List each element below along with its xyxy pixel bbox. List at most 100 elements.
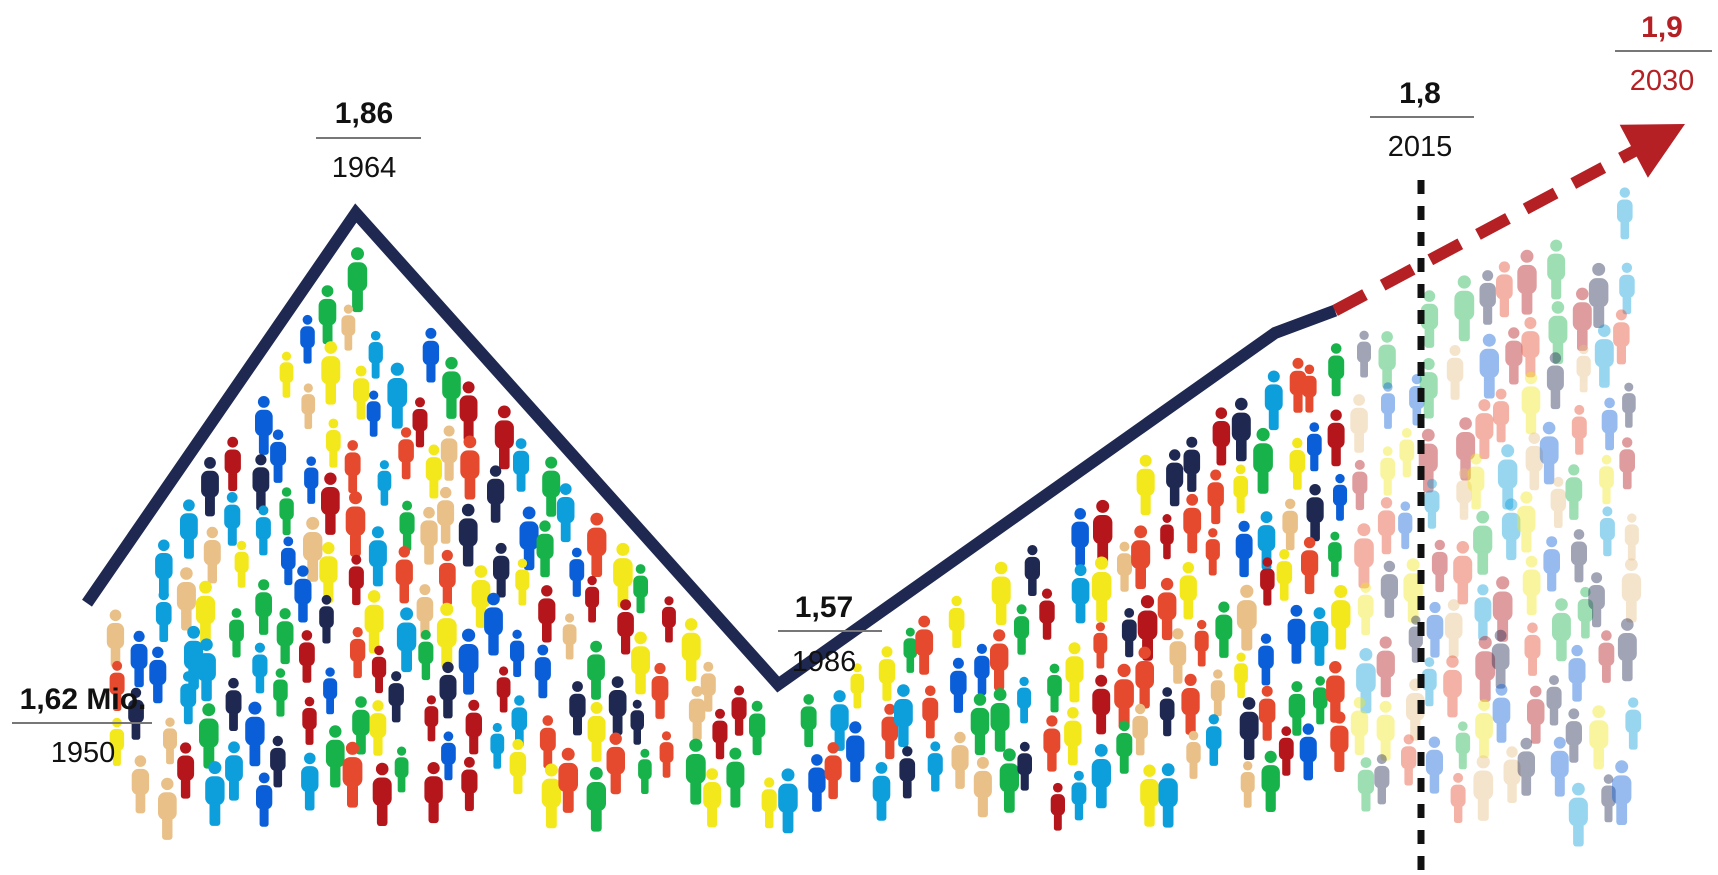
person-icon: [1091, 556, 1112, 623]
person-icon: [808, 754, 826, 812]
person-icon: [180, 499, 198, 559]
person-icon: [1517, 249, 1537, 315]
person-icon: [999, 748, 1019, 813]
person-icon: [830, 690, 849, 751]
person-icon: [1352, 459, 1368, 511]
person-icon: [1576, 344, 1591, 393]
person-icon: [513, 438, 530, 492]
person-icon: [1552, 598, 1571, 662]
person-icon: [1547, 239, 1566, 300]
person-icon: [1624, 513, 1639, 561]
person-icon: [685, 738, 706, 805]
person-icon: [1328, 343, 1345, 397]
person-icon: [321, 341, 341, 405]
label-1986: 1,57 1986: [778, 591, 882, 678]
person-icon: [158, 777, 177, 840]
person-icon: [1206, 714, 1222, 766]
person-icon: [364, 590, 384, 654]
projection-arrow-icon: [1619, 124, 1685, 178]
person-icon: [1543, 536, 1560, 592]
person-icon: [109, 717, 125, 766]
person-icon: [490, 722, 505, 769]
person-icon: [1050, 782, 1065, 831]
person-icon: [1253, 427, 1273, 494]
person-icon: [587, 512, 607, 577]
person-icon: [1302, 364, 1317, 413]
person-icon: [1403, 558, 1423, 623]
person-icon: [1376, 636, 1395, 698]
person-icon: [1043, 715, 1061, 772]
person-icon: [1357, 330, 1371, 378]
person-icon: [1443, 655, 1462, 718]
person-icon: [1598, 630, 1615, 683]
person-icon: [1354, 523, 1374, 589]
person-icon: [1497, 444, 1518, 510]
person-icon: [1550, 476, 1566, 528]
person-icon: [1327, 409, 1345, 467]
person-icon: [1356, 648, 1376, 714]
crowd-illustration: [106, 187, 1642, 847]
person-icon: [1260, 557, 1275, 606]
person-icon: [155, 589, 172, 642]
person-icon: [1612, 760, 1632, 825]
person-icon: [1183, 493, 1202, 554]
person-icon: [1131, 525, 1151, 589]
person-icon: [1071, 564, 1090, 624]
person-icon: [991, 561, 1011, 625]
person-icon: [1517, 737, 1535, 796]
person-icon: [399, 500, 415, 551]
person-icon: [1588, 572, 1605, 628]
person-icon: [1594, 324, 1614, 388]
person-icon: [633, 564, 648, 614]
person-icon: [1450, 772, 1466, 823]
person-icon: [155, 539, 173, 598]
person-icon: [1181, 673, 1200, 735]
person-icon: [1425, 736, 1443, 794]
year-label-2015: 2015: [1388, 131, 1453, 163]
person-icon: [273, 668, 288, 717]
person-icon: [1299, 723, 1317, 781]
label-1950: 1,62 Mio. 1950: [12, 683, 152, 769]
year-label-2030: 2030: [1630, 65, 1695, 97]
person-icon: [778, 768, 798, 834]
person-icon: [712, 708, 728, 760]
person-icon: [899, 746, 916, 799]
person-icon: [1278, 726, 1294, 776]
person-icon: [1601, 774, 1616, 823]
person-icon: [1212, 407, 1231, 466]
person-icon: [366, 390, 381, 437]
person-icon: [539, 715, 556, 769]
person-icon: [587, 701, 606, 762]
person-icon: [345, 491, 366, 557]
person-icon: [1619, 262, 1635, 315]
person-icon: [1330, 711, 1349, 772]
person-icon: [990, 629, 1009, 691]
person-icon: [323, 667, 338, 715]
person-icon: [302, 696, 317, 745]
person-icon: [176, 567, 196, 631]
person-icon: [321, 472, 340, 535]
person-icon: [1261, 750, 1280, 812]
person-icon: [1093, 622, 1108, 669]
person-icon: [347, 247, 368, 313]
person-icon: [1565, 464, 1583, 520]
person-icon: [881, 703, 899, 760]
person-icon: [459, 381, 478, 442]
person-icon: [872, 762, 891, 821]
person-icon: [1454, 275, 1475, 342]
person-icon: [1179, 562, 1197, 620]
person-icon: [177, 742, 195, 799]
person-icon: [496, 666, 511, 713]
person-icon: [1350, 394, 1368, 453]
person-icon: [1455, 721, 1471, 770]
person-icon: [487, 465, 505, 523]
person-icon: [205, 761, 225, 826]
person-icon: [279, 487, 294, 536]
person-icon: [1621, 558, 1642, 623]
person-icon: [494, 405, 514, 470]
person-icon: [1577, 586, 1594, 639]
person-icon: [149, 646, 167, 704]
person-icon: [1380, 446, 1396, 496]
person-icon: [1159, 687, 1175, 737]
value-label-1950: 1,62 Mio.: [20, 683, 147, 716]
